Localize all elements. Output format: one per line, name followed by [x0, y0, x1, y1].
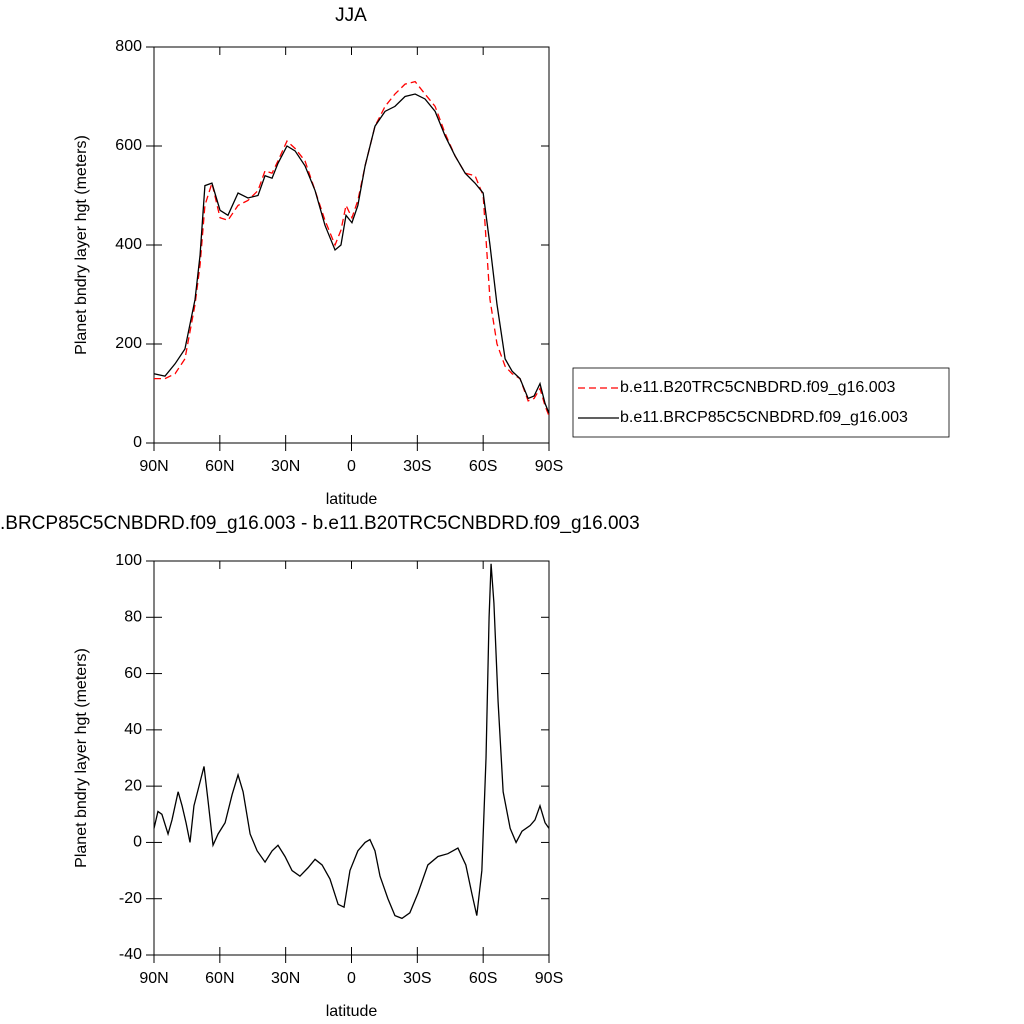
- plot-frame: [153, 560, 550, 956]
- x-tick-label: 90N: [139, 970, 168, 987]
- x-axis-label: latitude: [326, 491, 378, 508]
- chart-title: .BRCP85C5CNBDRD.f09_g16.003 - b.e11.B20T…: [0, 513, 640, 534]
- x-tick-label: 90S: [535, 970, 563, 987]
- y-tick-label: 0: [133, 834, 142, 851]
- x-tick-label: 30S: [403, 458, 431, 475]
- y-tick-label: 60: [124, 665, 142, 682]
- y-tick-label: 800: [115, 38, 142, 55]
- y-tick-label: -20: [119, 890, 142, 907]
- x-axis-label: latitude: [326, 1003, 378, 1020]
- x-tick-label: 60S: [469, 458, 497, 475]
- data-line: [154, 80, 550, 417]
- y-tick-label: 0: [133, 434, 142, 451]
- x-tick-label: 60S: [469, 970, 497, 987]
- y-tick-label: 600: [115, 137, 142, 154]
- x-tick-label: 0: [347, 970, 356, 987]
- x-tick-label: 30N: [271, 458, 300, 475]
- data-line: [153, 563, 550, 920]
- x-tick-label: 30N: [271, 970, 300, 987]
- legend-box: [572, 367, 950, 438]
- y-tick-label: 20: [124, 777, 142, 794]
- x-tick-label: 30S: [403, 970, 431, 987]
- x-tick-label: 90N: [139, 458, 168, 475]
- legend-label: b.e11.BRCP85C5CNBDRD.f09_g16.003: [620, 409, 908, 426]
- y-axis-label: Planet bndry layer hgt (meters): [73, 135, 90, 355]
- y-tick-label: 80: [124, 609, 142, 626]
- x-tick-label: 0: [347, 458, 356, 475]
- y-tick-label: 40: [124, 721, 142, 738]
- x-tick-label: 60N: [205, 970, 234, 987]
- x-tick-label: 60N: [205, 458, 234, 475]
- y-tick-label: 100: [115, 552, 142, 569]
- y-tick-label: 400: [115, 236, 142, 253]
- y-axis-label: Planet bndry layer hgt (meters): [73, 648, 90, 868]
- chart-title: JJA: [335, 5, 367, 26]
- y-tick-label: 200: [115, 335, 142, 352]
- data-line: [153, 93, 550, 414]
- legend-label: b.e11.B20TRC5CNBDRD.f09_g16.003: [620, 379, 896, 396]
- x-tick-label: 90S: [535, 458, 563, 475]
- y-tick-label: -40: [119, 946, 142, 963]
